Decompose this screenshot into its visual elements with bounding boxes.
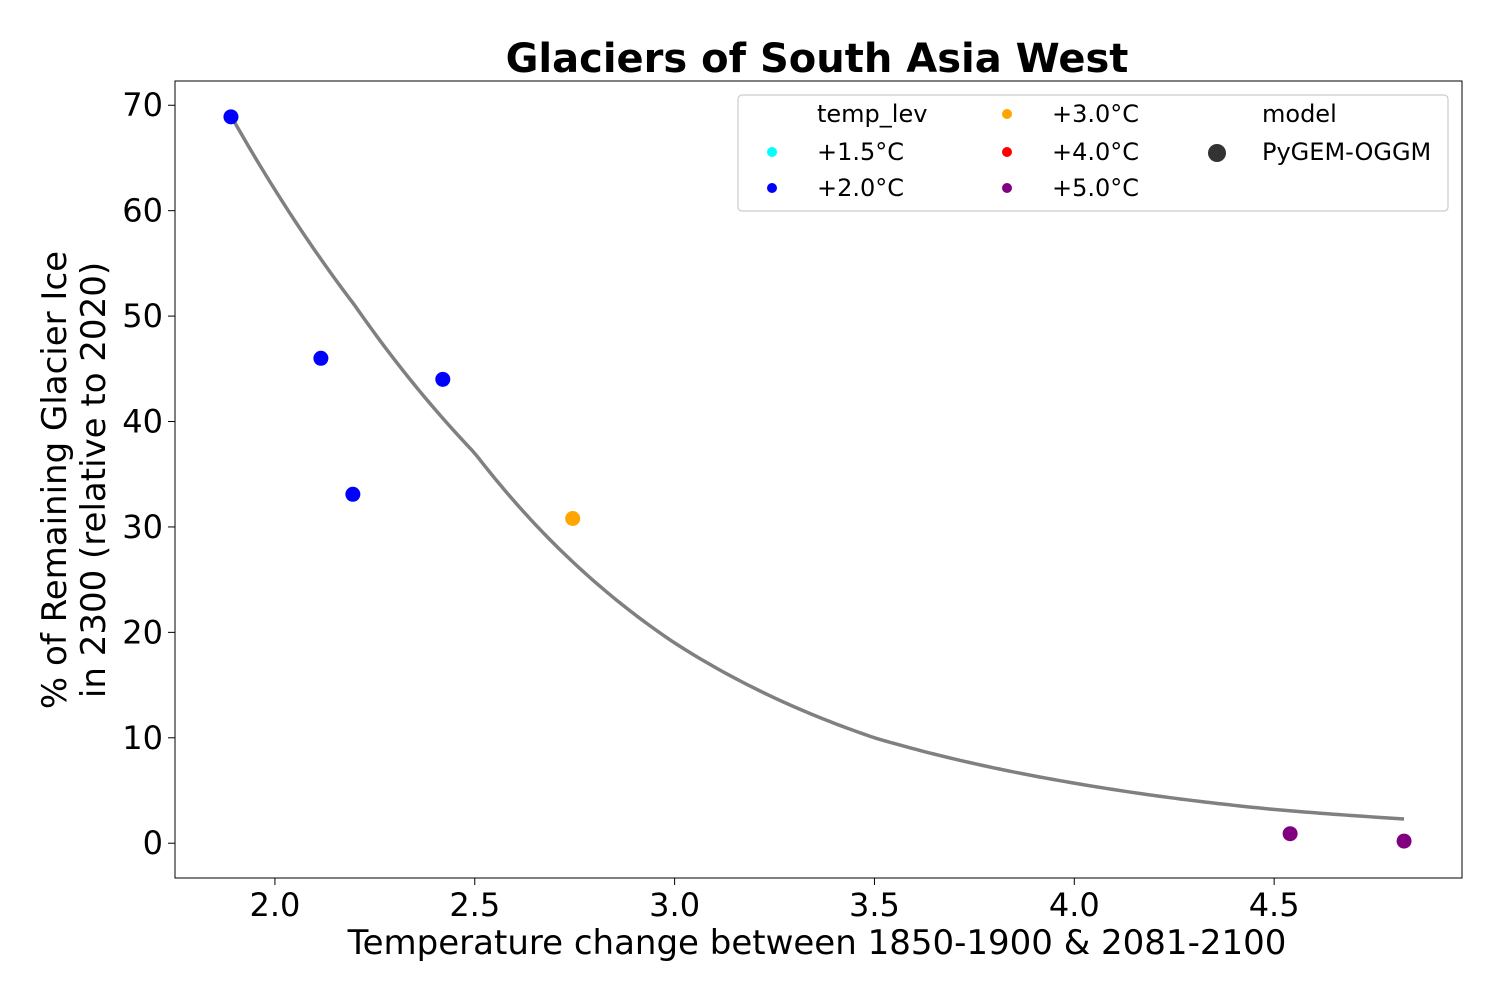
x-tick-label: 3.5 (849, 886, 900, 924)
x-axis-label: Temperature change between 1850-1900 & 2… (347, 923, 1287, 963)
axis-ticks: 2.0 2.5 3.0 3.5 4.0 4.5 0 10 20 30 40 50 60 70 (122, 86, 1299, 924)
x-tick-label: 2.0 (249, 886, 300, 924)
y-tick-label: 60 (122, 192, 163, 230)
legend-label: +5.0°C (1052, 174, 1139, 202)
y-tick-label: 70 (122, 86, 163, 124)
legend-box (737, 94, 1449, 212)
data-point (1282, 826, 1298, 842)
legend-style-title: model (1262, 100, 1337, 128)
y-tick-label: 10 (122, 719, 163, 757)
data-point (1396, 833, 1412, 849)
y-tick-label: 30 (122, 508, 163, 546)
x-tick-label: 4.5 (1249, 886, 1300, 924)
legend-label: +4.0°C (1052, 138, 1139, 166)
data-point (435, 371, 451, 387)
legend-marker (1208, 144, 1226, 162)
legend-label: PyGEM-OGGM (1262, 138, 1431, 166)
data-point (313, 350, 329, 366)
legend-marker (767, 183, 777, 193)
legend-label: +3.0°C (1052, 100, 1139, 128)
data-point (565, 511, 581, 527)
legend-marker (1002, 147, 1012, 157)
plot-area (174, 80, 1463, 879)
legend-marker (1002, 109, 1012, 119)
legend: temp_lev +1.5°C +2.0°C +3.0°C +4.0°C +5.0°C mo… (737, 94, 1449, 212)
y-axis-label-line2: in 2300 (relative to 2020) (74, 262, 114, 698)
y-tick-label: 20 (122, 613, 163, 651)
legend-marker (1002, 183, 1012, 193)
points-layer (223, 109, 1412, 849)
y-axis-label-line1: % of Remaining Glacier Ice (35, 251, 75, 709)
legend-hue-title: temp_lev (817, 100, 927, 128)
fit-curve (229, 114, 1405, 821)
x-tick-label: 4.0 (1049, 886, 1100, 924)
y-tick-label: 50 (122, 297, 163, 335)
y-tick-label: 0 (143, 824, 163, 862)
x-tick-label: 2.5 (449, 886, 500, 924)
legend-label: +1.5°C (817, 138, 904, 166)
legend-label: +2.0°C (817, 174, 904, 202)
fit-layer (229, 114, 1405, 821)
data-point (345, 486, 361, 502)
x-tick-label: 3.0 (649, 886, 700, 924)
chart-title: Glaciers of South Asia West (506, 36, 1129, 82)
data-point (223, 109, 239, 125)
legend-marker (767, 147, 777, 157)
y-tick-label: 40 (122, 403, 163, 441)
